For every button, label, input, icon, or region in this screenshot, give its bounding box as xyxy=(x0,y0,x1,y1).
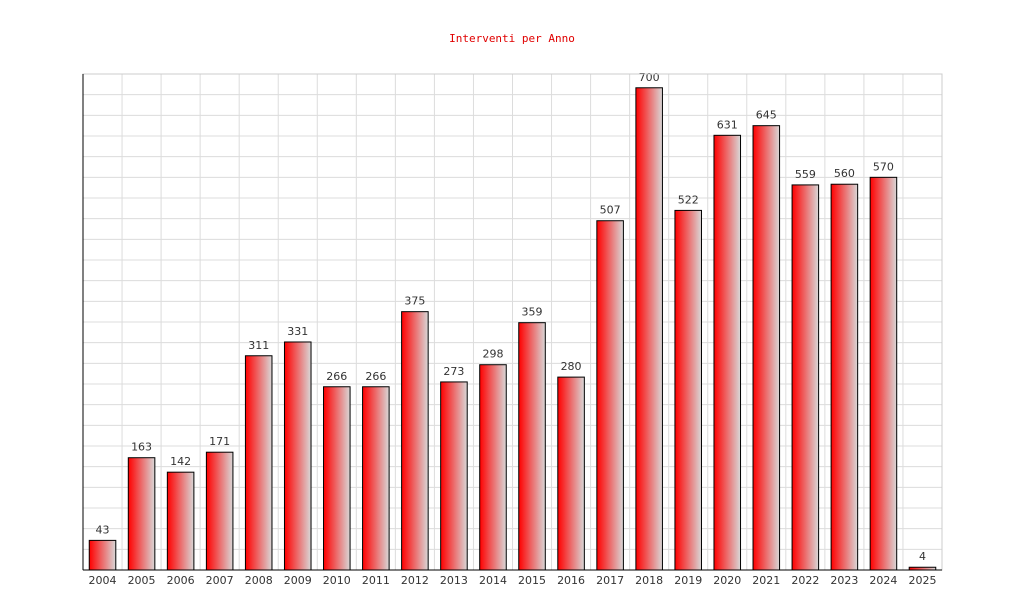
value-label: 645 xyxy=(756,109,777,122)
bar xyxy=(362,386,390,571)
value-label: 273 xyxy=(443,365,464,378)
value-label: 700 xyxy=(639,71,660,84)
bar xyxy=(635,87,663,571)
x-tick-label: 2015 xyxy=(518,574,546,587)
value-label: 522 xyxy=(678,193,699,206)
bar xyxy=(713,134,742,571)
bar xyxy=(401,311,429,571)
value-label: 142 xyxy=(170,455,191,468)
x-tick-label: 2020 xyxy=(713,574,741,587)
x-tick-label: 2023 xyxy=(830,574,858,587)
value-label: 559 xyxy=(795,168,816,181)
x-tick-label: 2021 xyxy=(752,574,780,587)
x-tick-label: 2008 xyxy=(245,574,273,587)
value-label: 163 xyxy=(131,441,152,454)
value-label: 560 xyxy=(834,167,855,180)
value-label: 507 xyxy=(600,204,621,217)
bar xyxy=(752,125,781,571)
x-tick-label: 2022 xyxy=(791,574,819,587)
x-tick-label: 2009 xyxy=(284,574,312,587)
x-tick-label: 2013 xyxy=(440,574,468,587)
bar xyxy=(283,341,312,571)
value-label: 570 xyxy=(873,160,894,173)
bar xyxy=(244,355,273,571)
value-label: 359 xyxy=(522,306,543,319)
x-tick-label: 2005 xyxy=(128,574,156,587)
value-label: 375 xyxy=(404,295,425,308)
x-tick-label: 2006 xyxy=(167,574,195,587)
bar xyxy=(596,220,624,571)
x-tick-label: 2025 xyxy=(908,574,936,587)
value-label: 4 xyxy=(919,550,926,563)
x-tick-label: 2011 xyxy=(362,574,390,587)
x-tick-label: 2010 xyxy=(323,574,351,587)
bar xyxy=(791,184,820,571)
value-label: 331 xyxy=(287,325,308,338)
value-label: 266 xyxy=(365,370,386,383)
bar xyxy=(869,176,898,571)
x-tick-label: 2004 xyxy=(89,574,117,587)
bar xyxy=(518,322,546,571)
bars: 2004 43 2005 163 2006 142 2007 171 2008 311 2009 33… xyxy=(89,71,937,587)
bar xyxy=(830,183,859,571)
x-tick-label: 2017 xyxy=(596,574,624,587)
value-label: 266 xyxy=(326,370,347,383)
value-label: 298 xyxy=(482,348,503,361)
x-tick-label: 2007 xyxy=(206,574,234,587)
bar xyxy=(88,539,117,571)
x-tick-label: 2024 xyxy=(869,574,897,587)
value-label: 171 xyxy=(209,435,230,448)
bar xyxy=(323,386,351,571)
value-label: 280 xyxy=(561,360,582,373)
bar xyxy=(557,376,585,571)
bar xyxy=(479,364,507,571)
x-tick-label: 2014 xyxy=(479,574,507,587)
x-tick-label: 2016 xyxy=(557,574,585,587)
x-tick-label: 2012 xyxy=(401,574,429,587)
x-tick-label: 2018 xyxy=(635,574,663,587)
value-label: 311 xyxy=(248,339,269,352)
bar xyxy=(674,209,702,571)
value-label: 631 xyxy=(717,118,738,131)
chart-title: Interventi per Anno xyxy=(449,32,575,45)
bar xyxy=(205,451,234,571)
bar xyxy=(440,381,468,571)
bar xyxy=(166,471,195,571)
bar xyxy=(127,457,156,571)
x-tick-label: 2019 xyxy=(674,574,702,587)
value-label: 43 xyxy=(96,523,110,536)
